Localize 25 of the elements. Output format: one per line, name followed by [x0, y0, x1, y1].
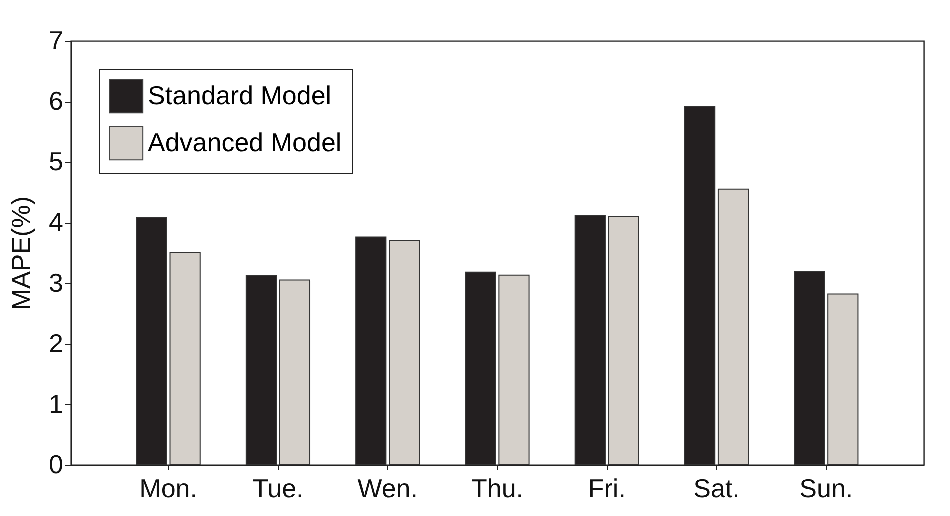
x-tick-label: Sat. [694, 474, 740, 504]
x-tick-label: Wen. [358, 474, 418, 504]
x-tick-label: Thu. [471, 474, 524, 504]
bar [279, 280, 311, 466]
x-tick-label: Fri. [588, 474, 626, 504]
y-tick-label: 6 [49, 86, 64, 116]
y-tick-label: 1 [49, 388, 64, 419]
bar [389, 240, 420, 466]
bar [718, 188, 750, 466]
y-tick-label: 2 [49, 328, 64, 358]
bar [828, 294, 859, 466]
y-axis-title: MAPE(%) [6, 196, 36, 311]
x-tick-label: Sun. [800, 474, 854, 504]
y-tick-label: 7 [49, 26, 64, 56]
y-tick-label: 5 [49, 146, 64, 177]
legend-label: Standard Model [148, 80, 332, 110]
x-tick-label: Mon. [140, 474, 198, 504]
legend-label: Advanced Model [148, 128, 342, 158]
bar [608, 216, 640, 466]
y-tick-label: 0 [49, 450, 64, 480]
y-tick-label: 3 [49, 268, 64, 298]
x-tick-label: Tue. [252, 474, 304, 504]
y-tick-label: 4 [49, 207, 64, 238]
bar [170, 252, 201, 466]
bar [498, 274, 530, 466]
